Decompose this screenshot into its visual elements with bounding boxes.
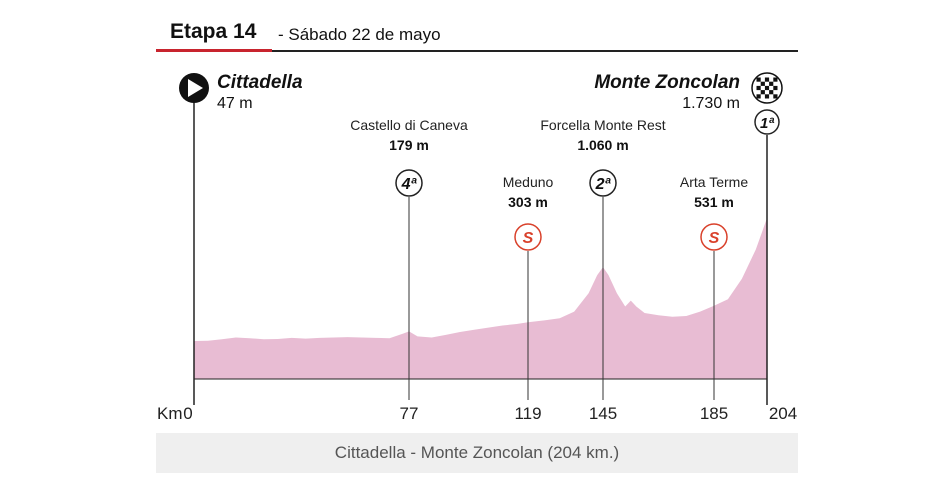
sprint-icon [700, 223, 728, 251]
checker-square [773, 77, 778, 82]
sprint-icon [514, 223, 542, 251]
checker-square [769, 81, 774, 86]
climb-category-icon [589, 169, 617, 197]
finish-flag-icon [751, 72, 783, 104]
waypoint-sprint: Meduno 303 m S [503, 174, 554, 400]
km-tick-label: 119 [514, 404, 541, 423]
checker-square [756, 77, 761, 82]
waypoint-altitude: 531 m [694, 194, 734, 210]
checker-square [773, 94, 778, 99]
checker-square [756, 94, 761, 99]
elevation-area [194, 218, 767, 379]
waypoint-badge-label: 2ª [595, 176, 612, 193]
stage-header: Etapa 14 - Sábado 22 de mayo [156, 12, 798, 52]
checker-square [760, 90, 765, 95]
start-name: Cittadella [217, 72, 303, 93]
km-tick-label: 185 [700, 404, 728, 423]
title-divider [272, 50, 798, 52]
finish-name: Monte Zoncolan [594, 72, 740, 93]
waypoint-altitude: 303 m [508, 194, 548, 210]
waypoint-badge-label: 4ª [401, 176, 418, 193]
route-caption-bar: Cittadella - Monte Zoncolan (204 km.) [156, 433, 798, 473]
waypoint-altitude: 179 m [389, 137, 429, 153]
waypoint-name: Forcella Monte Rest [540, 117, 665, 133]
km-tick-label: 0 [183, 404, 192, 423]
title-accent-rule [156, 49, 272, 52]
checker-square [764, 94, 770, 99]
checker-square [764, 85, 770, 91]
waypoint-name: Meduno [503, 174, 554, 190]
waypoint-name: Arta Terme [680, 174, 748, 190]
km-tick-label: 204 [769, 404, 797, 423]
finish-category-label: 1ª [760, 115, 774, 132]
waypoint-badge-label: S [523, 230, 534, 247]
km-tick-label: 145 [589, 404, 617, 423]
start-altitude: 47 m [217, 95, 253, 112]
stage-title: Etapa 14 [170, 20, 257, 43]
finish-altitude: 1.730 m [682, 95, 740, 112]
waypoint-sprint: Arta Terme 531 m S [680, 174, 748, 400]
km-axis-prefix: Km [157, 404, 183, 423]
checker-square [760, 81, 765, 86]
start-icon [179, 73, 209, 103]
waypoint-badge-label: S [709, 230, 720, 247]
km-tick-label: 77 [400, 404, 419, 423]
waypoint-climb: Forcella Monte Rest 1.060 m 2ª [540, 117, 666, 400]
climb-category-icon [395, 169, 423, 197]
waypoint-name: Castello di Caneva [350, 117, 468, 133]
finish-category-badge: 1ª [754, 109, 780, 135]
stage-date: - Sábado 22 de mayo [278, 25, 441, 44]
checker-square [769, 90, 774, 95]
route-caption: Cittadella - Monte Zoncolan (204 km.) [334, 443, 620, 462]
waypoint-altitude: 1.060 m [577, 137, 628, 153]
checker-square [773, 85, 778, 91]
waypoint-climb: Castello di Caneva 179 m 4ª [350, 117, 468, 400]
checker-square [764, 77, 770, 82]
checker-square [756, 85, 761, 91]
